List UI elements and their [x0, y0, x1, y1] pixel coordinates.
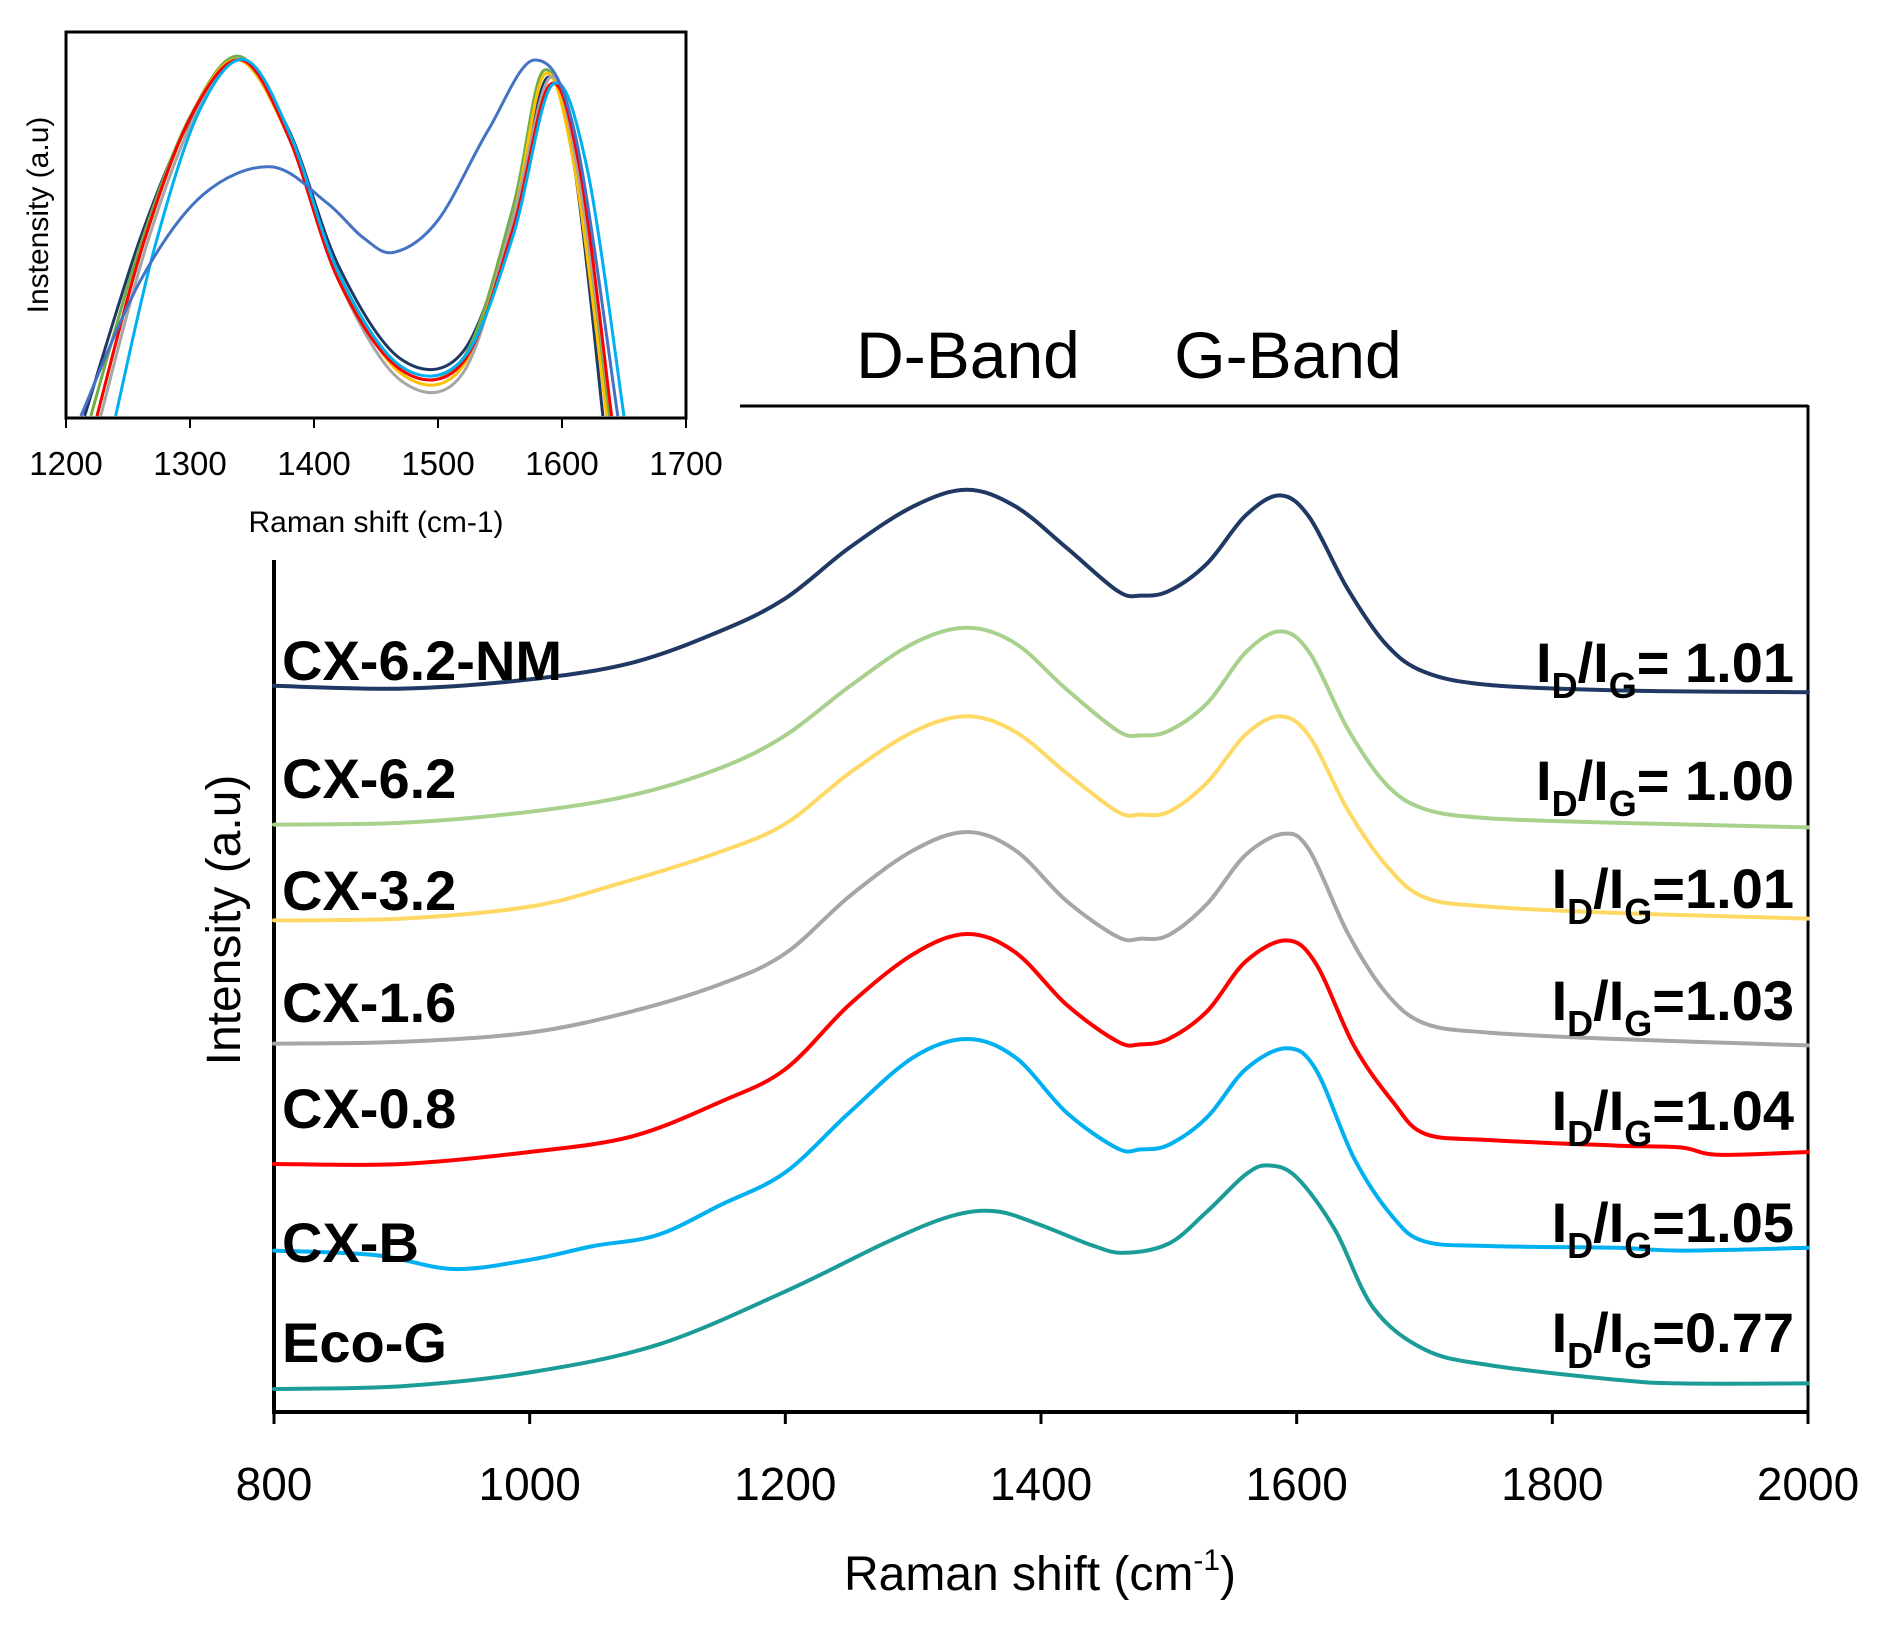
ratio-label-cx-6-2: ID/IG= 1.00 — [1536, 749, 1794, 824]
inset-plot: 1200 1300 1400 1500 1600 1700 Raman shift (cm… — [22, 30, 723, 539]
main-x-tick-label: 1600 — [1245, 1458, 1347, 1510]
main-x-axis-title-exponent: -1 — [1193, 1544, 1220, 1577]
main-x-tick-label: 1200 — [734, 1458, 836, 1510]
ratio-ig-symbol: /I — [1593, 969, 1624, 1032]
inset-x-tick-label: 1300 — [153, 445, 226, 482]
ratio-g-subscript: G — [1624, 1113, 1652, 1154]
series-label-cx-b: CX-B — [282, 1211, 419, 1274]
ratio-value: =1.04 — [1652, 1079, 1794, 1142]
ratio-g-subscript: G — [1609, 665, 1637, 706]
ratio-value: =1.03 — [1652, 969, 1794, 1032]
ratio-g-subscript: G — [1609, 783, 1637, 824]
main-x-ticks: 800 1000 1200 1400 1600 1800 2000 — [236, 1412, 1859, 1510]
ratio-ig-symbol: /I — [1593, 857, 1624, 920]
ratio-label-cx-1-6: ID/IG=1.03 — [1552, 969, 1794, 1044]
ratio-label-cx-0-8: ID/IG=1.04 — [1552, 1079, 1794, 1154]
ratio-ig-symbol: /I — [1593, 1301, 1624, 1364]
series-label-cx-6-2: CX-6.2 — [282, 747, 456, 810]
ratio-ig-symbol: /I — [1578, 631, 1609, 694]
series-line-cx-6-2-nm — [272, 487, 1810, 695]
inset-series-line-eco-g — [79, 58, 620, 417]
main-series-lines — [272, 487, 1810, 1391]
ratio-value: =0.77 — [1652, 1301, 1794, 1364]
main-x-tick-label: 1000 — [478, 1458, 580, 1510]
ratio-id-symbol: I — [1552, 857, 1568, 920]
d-band-label: D-Band — [856, 318, 1080, 392]
ratio-ig-symbol: /I — [1578, 749, 1609, 812]
series-label-cx-1-6: CX-1.6 — [282, 971, 456, 1034]
ratio-id-symbol: I — [1552, 969, 1568, 1032]
ratio-g-subscript: G — [1624, 1003, 1652, 1044]
ratio-d-subscript: D — [1552, 665, 1578, 706]
inset-x-tick-label: 1600 — [525, 445, 598, 482]
series-label-cx-6-2-nm: CX-6.2-NM — [282, 629, 562, 692]
ratio-ig-symbol: /I — [1593, 1079, 1624, 1142]
inset-x-tick-label: 1700 — [649, 445, 722, 482]
ratio-d-subscript: D — [1567, 891, 1593, 932]
ratio-d-subscript: D — [1567, 1335, 1593, 1376]
inset-x-tick-label: 1500 — [401, 445, 474, 482]
series-label-eco-g: Eco-G — [282, 1311, 447, 1374]
inset-x-tick-label: 1200 — [29, 445, 102, 482]
series-line-eco-g — [272, 1163, 1810, 1391]
ratio-value: =1.05 — [1652, 1191, 1794, 1254]
ratio-ig-symbol: /I — [1593, 1191, 1624, 1254]
inset-x-ticks: 1200 1300 1400 1500 1600 1700 — [29, 418, 723, 482]
main-y-axis-title: Intensity (a.u) — [198, 775, 251, 1066]
series-line-cx-0-8 — [272, 931, 1810, 1167]
inset-series-line-cx-b — [114, 57, 626, 417]
g-band-label: G-Band — [1174, 318, 1401, 392]
ratio-g-subscript: G — [1624, 891, 1652, 932]
inset-series-line-cx-0-8 — [95, 58, 614, 417]
ratio-id-symbol: I — [1552, 1301, 1568, 1364]
series-label-cx-3-2: CX-3.2 — [282, 859, 456, 922]
ratio-value: =1.01 — [1652, 857, 1794, 920]
series-line-cx-6-2 — [272, 625, 1810, 830]
inset-x-axis-title: Raman shift (cm-1) — [248, 506, 503, 539]
inset-x-tick-label: 1400 — [277, 445, 350, 482]
ratio-d-subscript: D — [1567, 1113, 1593, 1154]
ratio-id-symbol: I — [1552, 1079, 1568, 1142]
series-line-cx-b — [272, 1037, 1810, 1272]
series-line-cx-1-6 — [272, 830, 1810, 1048]
main-x-axis-title-close: ) — [1220, 1548, 1236, 1601]
ratio-label-eco-g: ID/IG=0.77 — [1552, 1301, 1794, 1376]
ratio-value: = 1.01 — [1637, 631, 1794, 694]
ratio-label-cx-6-2-nm: ID/IG= 1.01 — [1536, 631, 1794, 706]
ratio-g-subscript: G — [1624, 1335, 1652, 1376]
inset-frame — [64, 30, 688, 420]
ratio-d-subscript: D — [1552, 783, 1578, 824]
ratio-label-cx-b: ID/IG=1.05 — [1552, 1191, 1794, 1266]
main-plot: 800 1000 1200 1400 1600 1800 2000 Raman shift … — [198, 318, 1859, 1601]
ratio-id-symbol: I — [1552, 1191, 1568, 1254]
inset-series-line-cx-6-2-nm — [83, 58, 605, 417]
series-label-cx-0-8: CX-0.8 — [282, 1077, 456, 1140]
main-x-tick-label: 800 — [236, 1458, 313, 1510]
ratio-value: = 1.00 — [1637, 749, 1794, 812]
series-line-cx-3-2 — [272, 714, 1810, 923]
ratio-id-symbol: I — [1536, 631, 1552, 694]
ratio-g-subscript: G — [1624, 1225, 1652, 1266]
ratio-d-subscript: D — [1567, 1003, 1593, 1044]
inset-series-lines — [79, 54, 626, 417]
main-x-tick-label: 2000 — [1757, 1458, 1859, 1510]
main-x-axis-title: Raman shift (cm-1) — [844, 1544, 1236, 1601]
main-x-tick-label: 1400 — [990, 1458, 1092, 1510]
ratio-label-cx-3-2: ID/IG=1.01 — [1552, 857, 1794, 932]
main-x-tick-label: 1800 — [1501, 1458, 1603, 1510]
ratio-d-subscript: D — [1567, 1225, 1593, 1266]
inset-y-axis-title: Instensity (a.u) — [22, 117, 55, 314]
series-labels: CX-6.2-NM CX-6.2 CX-3.2 CX-1.6 CX-0.8 CX-B Eco… — [282, 629, 562, 1374]
ratio-id-symbol: I — [1536, 749, 1552, 812]
